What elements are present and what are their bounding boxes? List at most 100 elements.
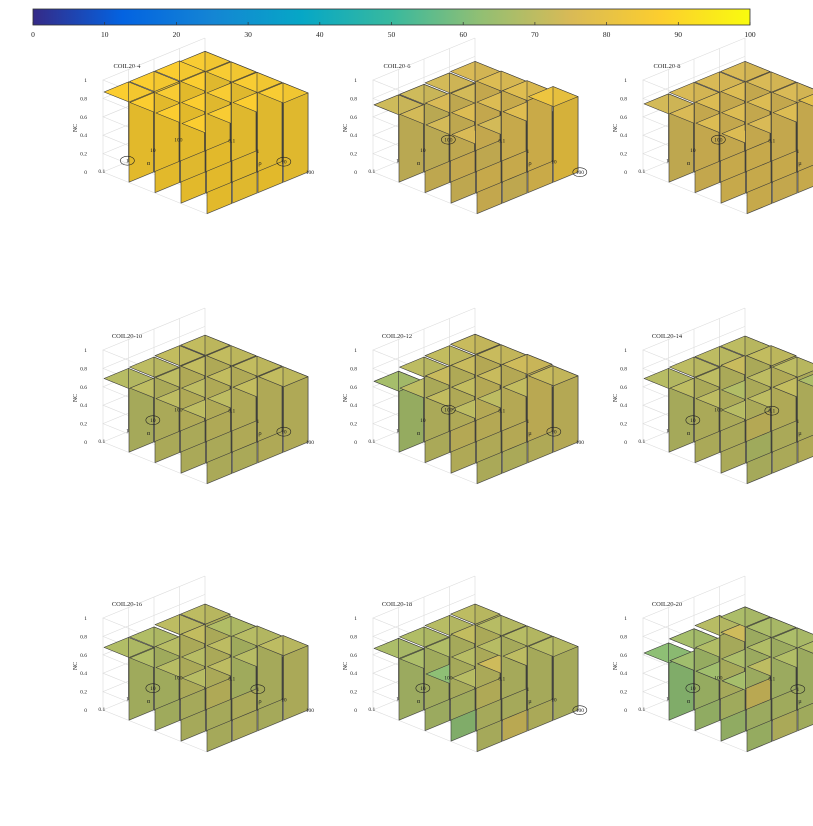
z-axis-label: NC	[73, 124, 79, 132]
z-tick-label: 0	[354, 440, 357, 446]
z-tick-label: 0.4	[350, 133, 357, 139]
bar-face-side	[527, 363, 553, 442]
rho-axis-label: μ	[528, 698, 532, 705]
z-tick-label: 0.8	[80, 366, 87, 372]
rho-tick-label: 100	[576, 708, 585, 714]
rho-tick-label: 1	[526, 149, 529, 155]
circled-marker	[415, 683, 431, 693]
rho-tick-label: 1	[256, 687, 259, 693]
rho-tick-label: 1	[796, 419, 799, 425]
alpha-tick-label: 0.1	[368, 707, 375, 713]
rho-tick-label: 100	[306, 708, 315, 714]
grid-line	[476, 709, 580, 753]
rho-tick-label: 0.1	[768, 139, 775, 145]
alpha-axis-label: α	[417, 160, 421, 167]
rho-tick-label: 1	[526, 419, 529, 425]
panel-title: COIL20-18	[382, 601, 412, 608]
z-tick-label: 0.6	[80, 653, 87, 659]
z-tick-label: 0.6	[620, 115, 627, 121]
bar	[643, 368, 694, 453]
grid-line	[746, 186, 813, 215]
bar	[528, 636, 579, 721]
bar-top	[798, 641, 813, 654]
alpha-axis-label: α	[147, 698, 151, 705]
bar	[258, 635, 309, 721]
bar-face-side	[398, 648, 424, 721]
colorbar-tick-label: 60	[459, 30, 467, 39]
z-tick-label: 0.4	[620, 671, 627, 677]
z-tick-label: 0.2	[620, 690, 627, 696]
panel-title: COIL20-14	[652, 333, 683, 340]
bar-face-side	[694, 366, 720, 442]
bar	[373, 637, 424, 721]
bar	[258, 366, 309, 453]
z-tick-label: 0.4	[80, 671, 87, 677]
bars	[373, 333, 579, 484]
rho-axis-label: μ	[528, 430, 532, 437]
rho-tick-label: 100	[576, 170, 585, 176]
bar3d-panel: COIL20-4 0 0.2 0.4 0.6 0.8 1 NC 0.1 1 10 100 α 0.1 1 10…	[73, 37, 314, 215]
rho-tick-label: 10	[551, 698, 557, 704]
z-tick-label: 1	[354, 616, 357, 622]
bar3d-panel: COIL20-2000.20.40.60.81NC0.1110100α0.111…	[613, 575, 813, 753]
circled-marker	[711, 134, 726, 145]
alpha-tick-label: 10	[150, 686, 156, 692]
z-tick-label: 0.2	[350, 152, 357, 158]
bar-top	[798, 93, 813, 107]
rho-tick-label: 1	[256, 419, 259, 425]
z-tick-label: 0	[624, 708, 627, 714]
circled-marker	[572, 705, 588, 715]
bar-face-side	[283, 645, 309, 721]
bar	[772, 627, 813, 710]
colorbar-tick-label: 70	[531, 30, 539, 39]
z-axis-label: NC	[343, 662, 349, 670]
z-tick-label: 0.4	[350, 671, 357, 677]
z-tick-label: 1	[354, 348, 357, 354]
colorbar: 0 10 20 30 40 50 60 70 80 90 100	[31, 8, 756, 39]
alpha-tick-label: 10	[420, 418, 426, 424]
bar-face-side	[154, 81, 180, 172]
bar-face-side	[128, 91, 154, 183]
bar-face-side	[205, 61, 231, 151]
z-tick-label: 0.6	[80, 115, 87, 121]
bar	[103, 637, 154, 721]
circled-marker	[546, 426, 562, 437]
z-tick-label: 1	[84, 78, 87, 84]
alpha-tick-label: 0.1	[98, 169, 105, 175]
rho-axis-label: ρ	[528, 160, 531, 167]
rho-axis-label: μ	[798, 160, 802, 167]
z-axis-label: NC	[73, 662, 79, 670]
colorbar-tick-label: 20	[173, 30, 181, 39]
bar	[502, 80, 553, 172]
bar-face-side	[449, 82, 475, 162]
rho-axis-label: μ	[798, 430, 802, 437]
bar	[528, 365, 579, 453]
alpha-tick-label: 0.1	[98, 707, 105, 713]
z-tick-label: 0.2	[350, 690, 357, 696]
z-tick-label: 0	[84, 708, 87, 714]
panel-title: COIL20-20	[652, 601, 682, 608]
bar	[798, 374, 813, 387]
colorbar-tick-label: 40	[316, 30, 324, 39]
z-tick-label: 0.6	[350, 115, 357, 121]
z-tick-label: 0.8	[620, 634, 627, 640]
bar-face-side	[231, 71, 257, 162]
z-axis-label: NC	[613, 124, 619, 132]
circled-marker	[685, 415, 701, 425]
alpha-tick-label: 0.1	[98, 439, 105, 445]
bar-face-side	[128, 647, 154, 721]
alpha-tick-label: 10	[690, 686, 696, 692]
z-tick-label: 0.8	[350, 634, 357, 640]
z-tick-label: 1	[84, 616, 87, 622]
alpha-tick-label: 100	[444, 408, 453, 414]
grid-line	[746, 456, 813, 485]
colorbar-tick-label: 10	[101, 30, 109, 39]
bar	[103, 368, 154, 453]
bar-face-side	[797, 95, 813, 172]
bar3d-panel: COIL20-18 0 0.2 0.4 0.6 0.8 1 NC 0.1 1 10 100 α 0.1 1 1…	[343, 575, 588, 753]
rho-axis-label: ρ	[258, 430, 261, 437]
bar-face-side	[154, 366, 180, 442]
z-tick-label: 0	[354, 170, 357, 176]
z-tick-label: 0.2	[620, 152, 627, 158]
z-tick-label: 0	[624, 170, 627, 176]
